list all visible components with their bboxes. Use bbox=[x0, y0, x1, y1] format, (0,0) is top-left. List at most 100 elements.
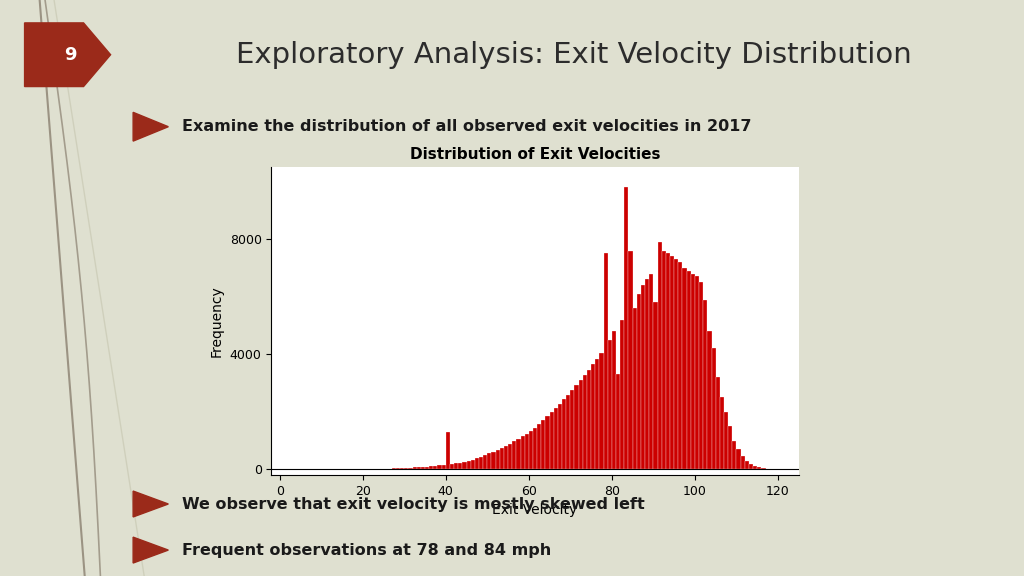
Bar bbox=[720, 397, 724, 469]
Title: Distribution of Exit Velocities: Distribution of Exit Velocities bbox=[410, 147, 660, 162]
Bar bbox=[421, 467, 425, 469]
Text: Frequent observations at 78 and 84 mph: Frequent observations at 78 and 84 mph bbox=[181, 543, 551, 558]
Bar bbox=[753, 467, 757, 469]
Bar bbox=[542, 420, 546, 469]
Bar bbox=[532, 427, 538, 469]
Bar bbox=[587, 370, 591, 469]
Bar bbox=[616, 374, 621, 469]
Bar bbox=[595, 358, 599, 469]
Bar bbox=[504, 446, 508, 469]
Bar bbox=[417, 467, 421, 469]
Bar bbox=[666, 253, 670, 469]
Bar bbox=[437, 465, 441, 469]
X-axis label: Exit Velocity: Exit Velocity bbox=[493, 503, 578, 517]
Bar bbox=[712, 348, 716, 469]
Bar bbox=[732, 441, 736, 469]
Bar bbox=[528, 431, 532, 469]
Bar bbox=[637, 294, 641, 469]
Bar bbox=[445, 432, 450, 469]
Bar bbox=[475, 458, 479, 469]
Bar bbox=[496, 450, 500, 469]
Bar bbox=[463, 462, 467, 469]
FancyArrow shape bbox=[25, 23, 111, 86]
Bar bbox=[691, 274, 695, 469]
Bar bbox=[757, 468, 762, 469]
Bar bbox=[404, 468, 409, 469]
Bar bbox=[678, 262, 682, 469]
Bar bbox=[607, 340, 612, 469]
Bar bbox=[736, 449, 740, 469]
Bar bbox=[392, 468, 396, 469]
Bar bbox=[695, 276, 699, 469]
Bar bbox=[645, 279, 649, 469]
Polygon shape bbox=[133, 112, 168, 141]
Bar bbox=[409, 468, 413, 469]
Bar bbox=[396, 468, 400, 469]
Bar bbox=[454, 463, 458, 469]
Bar bbox=[583, 375, 587, 469]
Bar bbox=[400, 468, 404, 469]
Bar bbox=[662, 251, 666, 469]
Bar bbox=[744, 461, 749, 469]
Bar bbox=[554, 408, 558, 469]
Text: Examine the distribution of all observed exit velocities in 2017: Examine the distribution of all observed… bbox=[181, 119, 751, 134]
Text: 9: 9 bbox=[63, 46, 77, 64]
Bar bbox=[516, 439, 520, 469]
Bar bbox=[524, 434, 528, 469]
Bar bbox=[550, 412, 554, 469]
Bar bbox=[570, 390, 574, 469]
Bar bbox=[724, 412, 728, 469]
Bar bbox=[450, 464, 454, 469]
Bar bbox=[687, 271, 691, 469]
Bar bbox=[716, 377, 720, 469]
Bar bbox=[546, 416, 550, 469]
Bar bbox=[471, 460, 475, 469]
Bar bbox=[625, 187, 629, 469]
Bar bbox=[579, 380, 583, 469]
Bar bbox=[612, 331, 616, 469]
Bar bbox=[458, 463, 463, 469]
Bar bbox=[749, 464, 753, 469]
Y-axis label: Frequency: Frequency bbox=[210, 285, 224, 357]
Bar bbox=[653, 302, 657, 469]
Bar bbox=[657, 242, 662, 469]
Bar bbox=[467, 461, 471, 469]
Bar bbox=[603, 253, 607, 469]
Bar bbox=[441, 464, 445, 469]
Bar bbox=[558, 404, 562, 469]
Bar bbox=[629, 251, 633, 469]
Bar bbox=[433, 465, 437, 469]
Bar bbox=[699, 282, 703, 469]
Bar bbox=[512, 441, 516, 469]
Bar bbox=[649, 274, 653, 469]
Text: Exploratory Analysis: Exit Velocity Distribution: Exploratory Analysis: Exit Velocity Dist… bbox=[236, 41, 911, 69]
Bar bbox=[762, 468, 766, 469]
Bar bbox=[479, 457, 483, 469]
Text: We observe that exit velocity is mostly skewed left: We observe that exit velocity is mostly … bbox=[181, 497, 644, 511]
Bar bbox=[538, 424, 542, 469]
Bar bbox=[562, 400, 566, 469]
Bar bbox=[413, 468, 417, 469]
Bar bbox=[621, 320, 625, 469]
Bar bbox=[599, 353, 603, 469]
Bar bbox=[520, 437, 524, 469]
Bar bbox=[566, 395, 570, 469]
Bar bbox=[633, 308, 637, 469]
Bar bbox=[591, 365, 595, 469]
Bar bbox=[492, 452, 496, 469]
Bar bbox=[740, 456, 744, 469]
Bar bbox=[703, 300, 708, 469]
Bar bbox=[425, 467, 429, 469]
Bar bbox=[500, 448, 504, 469]
Bar bbox=[487, 453, 492, 469]
Bar bbox=[708, 331, 712, 469]
Bar bbox=[388, 468, 392, 469]
Bar bbox=[508, 444, 512, 469]
Bar bbox=[674, 259, 678, 469]
Bar bbox=[641, 285, 645, 469]
Polygon shape bbox=[133, 537, 168, 563]
Bar bbox=[728, 426, 732, 469]
Bar bbox=[670, 256, 674, 469]
Bar bbox=[429, 466, 433, 469]
Bar bbox=[574, 385, 579, 469]
